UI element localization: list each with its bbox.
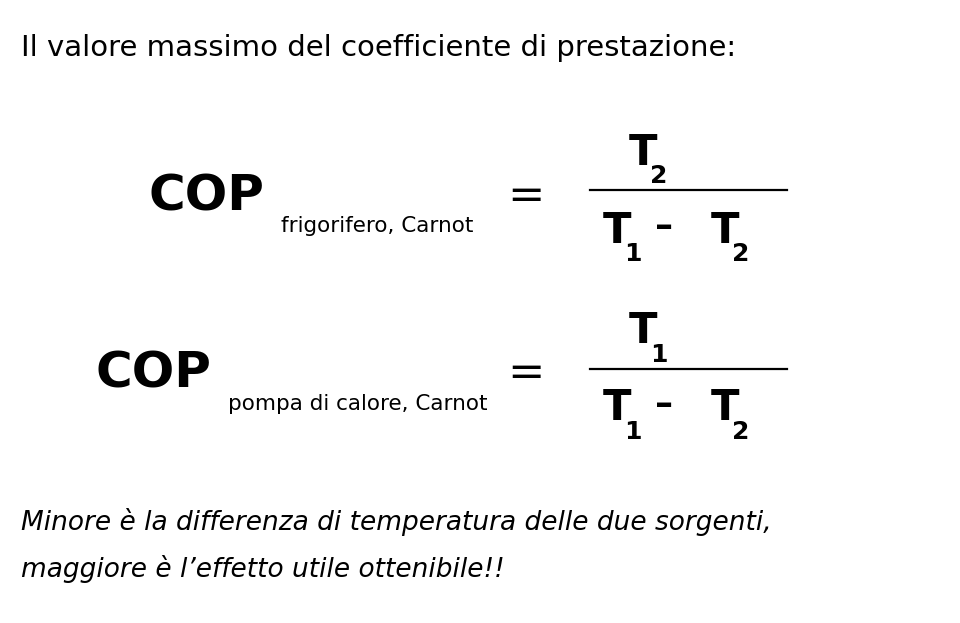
- Text: pompa di calore, Carnot: pompa di calore, Carnot: [228, 394, 488, 414]
- Text: 2: 2: [650, 164, 667, 188]
- Text: T: T: [603, 387, 632, 429]
- Text: 1: 1: [624, 242, 641, 266]
- Text: COP: COP: [149, 172, 265, 221]
- Text: Minore è la differenza di temperatura delle due sorgenti,: Minore è la differenza di temperatura de…: [21, 508, 772, 536]
- Text: =: =: [508, 352, 544, 396]
- Text: T: T: [629, 310, 658, 353]
- Text: maggiore è l’effetto utile ottenibile!!: maggiore è l’effetto utile ottenibile!!: [21, 554, 505, 583]
- Text: =: =: [508, 174, 544, 218]
- Text: T: T: [629, 131, 658, 174]
- Text: 1: 1: [624, 420, 641, 444]
- Text: 2: 2: [732, 242, 749, 266]
- Text: frigorifero, Carnot: frigorifero, Carnot: [281, 216, 473, 236]
- Text: –: –: [656, 211, 673, 244]
- Text: 1: 1: [650, 343, 667, 367]
- Text: T: T: [710, 387, 739, 429]
- Text: T: T: [603, 209, 632, 252]
- Text: Il valore massimo del coefficiente di prestazione:: Il valore massimo del coefficiente di pr…: [21, 34, 736, 62]
- Text: –: –: [656, 388, 673, 422]
- Text: 2: 2: [732, 420, 749, 444]
- Text: COP: COP: [96, 350, 212, 398]
- Text: T: T: [710, 209, 739, 252]
